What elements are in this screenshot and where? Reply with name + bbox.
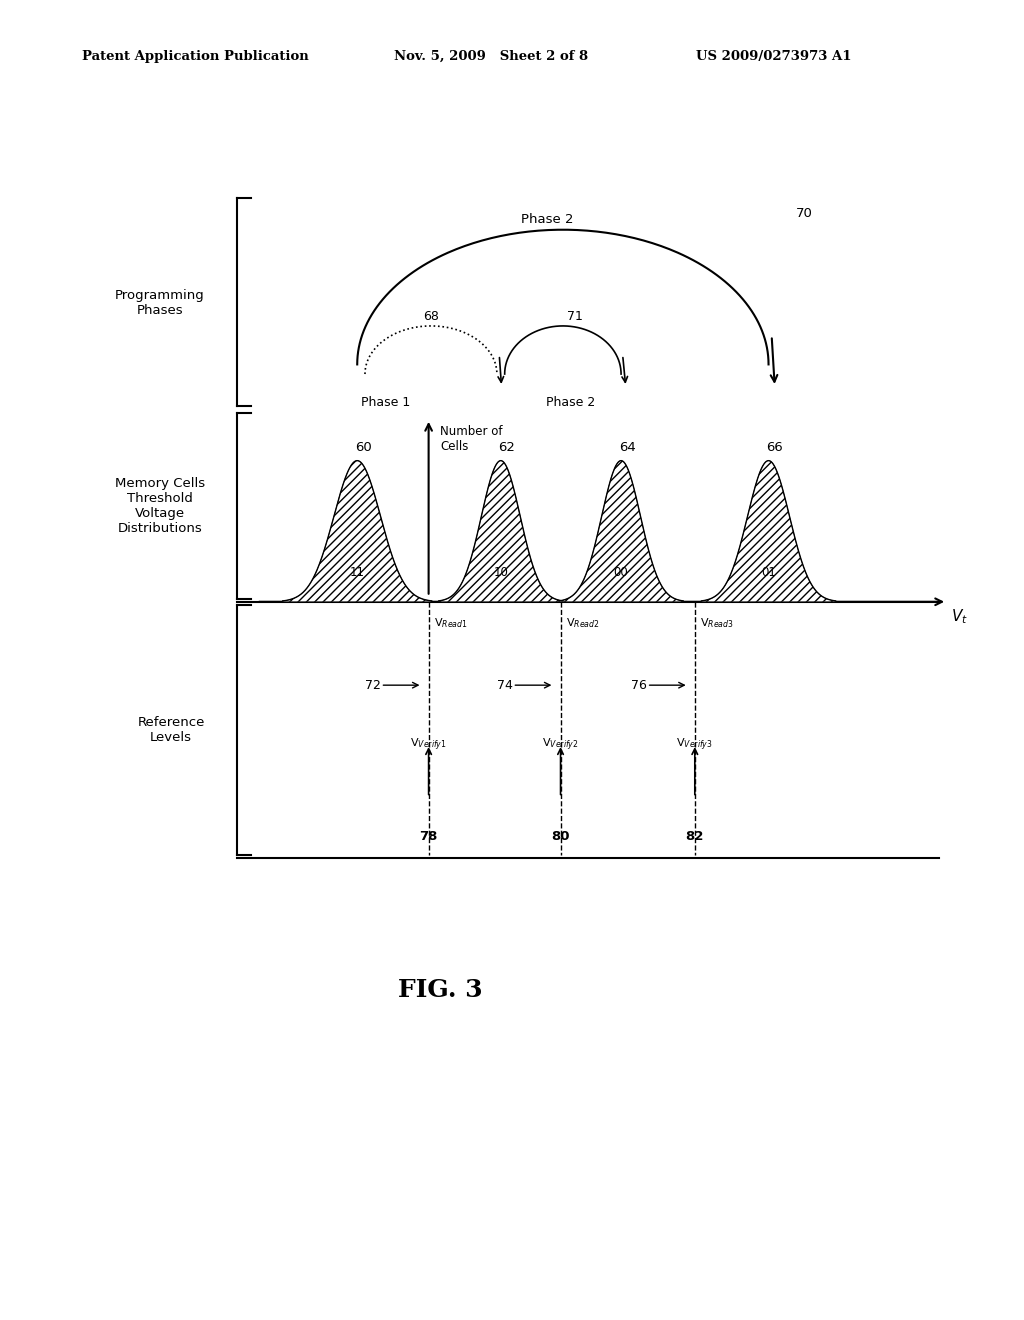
Text: 62: 62 (499, 441, 515, 454)
Text: Phase 2: Phase 2 (546, 396, 595, 409)
Text: 80: 80 (551, 829, 569, 842)
Text: 76: 76 (631, 678, 647, 692)
Text: 78: 78 (420, 829, 438, 842)
Text: V$_{Read1}$: V$_{Read1}$ (434, 616, 468, 630)
Text: Number of
Cells: Number of Cells (440, 425, 503, 453)
Text: 68: 68 (423, 310, 439, 322)
Text: US 2009/0273973 A1: US 2009/0273973 A1 (696, 50, 852, 63)
Text: Phase 2: Phase 2 (521, 214, 573, 227)
Text: FIG. 3: FIG. 3 (398, 978, 482, 1002)
Text: 60: 60 (355, 441, 372, 454)
Text: Programming
Phases: Programming Phases (115, 289, 205, 318)
Text: V$_{Read2}$: V$_{Read2}$ (566, 616, 600, 630)
Text: 70: 70 (796, 207, 813, 220)
Text: 00: 00 (613, 566, 629, 579)
Text: V$_{Read3}$: V$_{Read3}$ (700, 616, 734, 630)
Text: Reference
Levels: Reference Levels (137, 715, 205, 744)
Text: Memory Cells
Threshold
Voltage
Distributions: Memory Cells Threshold Voltage Distribut… (115, 477, 205, 535)
Text: 11: 11 (350, 566, 365, 579)
Text: 72: 72 (365, 678, 381, 692)
Text: 82: 82 (686, 829, 703, 842)
Text: V$_{Verify3}$: V$_{Verify3}$ (677, 737, 713, 752)
Text: 64: 64 (618, 441, 636, 454)
Text: V$_{Verify2}$: V$_{Verify2}$ (542, 737, 579, 752)
Text: V$_{Verify1}$: V$_{Verify1}$ (411, 737, 447, 752)
Text: 74: 74 (497, 678, 512, 692)
Text: 10: 10 (494, 566, 508, 579)
Text: 01: 01 (761, 566, 776, 579)
Text: 71: 71 (566, 310, 583, 322)
Text: $V_t$: $V_t$ (951, 607, 968, 626)
Text: Nov. 5, 2009   Sheet 2 of 8: Nov. 5, 2009 Sheet 2 of 8 (394, 50, 589, 63)
Text: 66: 66 (766, 441, 783, 454)
Text: Patent Application Publication: Patent Application Publication (82, 50, 308, 63)
Text: Phase 1: Phase 1 (361, 396, 411, 409)
